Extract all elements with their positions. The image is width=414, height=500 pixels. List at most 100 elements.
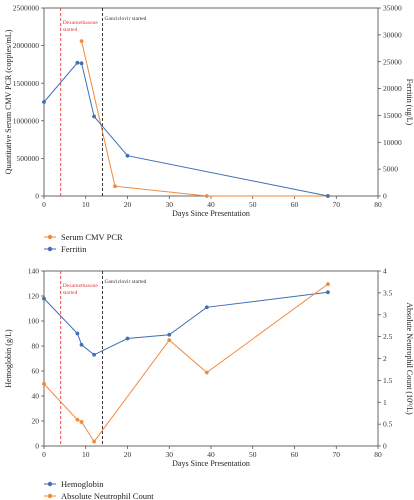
y-right-tick-label: 3.5 — [383, 288, 393, 297]
ferritin-point — [42, 100, 46, 104]
hemoglobin-point — [75, 331, 80, 336]
absolute-neutrophil-count-point — [79, 420, 84, 424]
hemoglobin-point — [167, 332, 172, 337]
absolute-neutrophil-count-point — [92, 439, 96, 444]
x-tick-label: 10 — [82, 450, 90, 459]
legend-swatch-marker — [47, 481, 53, 487]
x-tick-label: 20 — [124, 200, 132, 209]
x-tick-label: 80 — [374, 450, 382, 459]
y-right-tick-label: 0.5 — [383, 420, 393, 429]
hemoglobin-point — [204, 305, 209, 310]
y-right-tick-label: 2.5 — [383, 332, 393, 341]
legend-label: Ferritin — [61, 244, 87, 254]
y-right-axis-label: Ferritin (ug/L) — [405, 79, 414, 126]
legend-label: Serum CMV PCR — [61, 232, 123, 242]
serum-cmv-pcr-point — [79, 39, 84, 43]
y-right-axis-label: Absolute Neutrophil Count (10⁹/L) — [405, 302, 414, 415]
chart-2: 0 10 20 30 40 50 60 70 8002040608010012014000.51… — [4, 267, 414, 500]
y-left-tick-label: 80 — [32, 342, 40, 351]
y-right-tick-label: 2 — [383, 354, 387, 363]
y-right-tick-label: 1.5 — [383, 376, 393, 385]
y-left-tick-label: 1000000 — [13, 116, 40, 125]
hemoglobin-line — [43, 291, 328, 356]
x-tick-label: 60 — [291, 200, 299, 209]
serum-cmv-pcr-point — [113, 184, 117, 189]
hemoglobin-point — [42, 296, 46, 301]
x-tick-label: 60 — [291, 450, 299, 459]
absolute-neutrophil-count-point — [204, 370, 209, 375]
y-right-tick-label: 4 — [383, 267, 387, 276]
legend-swatch-marker — [47, 493, 53, 499]
x-tick-label: 50 — [249, 450, 257, 459]
x-axis-label: Days Since Presentation — [172, 209, 250, 218]
y-left-tick-label: 40 — [32, 392, 40, 401]
y-right-tick-label: 15000 — [383, 111, 402, 120]
legend-swatch-marker — [47, 246, 53, 252]
x-tick-label: 50 — [249, 200, 257, 209]
x-tick-label: 30 — [166, 450, 174, 459]
ferritin-point — [75, 60, 80, 65]
x-tick-label: 0 — [42, 200, 46, 209]
y-left-tick-label: 100 — [28, 317, 40, 326]
y-right-tick-label: 30000 — [383, 30, 402, 39]
y-left-tick-label: 500000 — [17, 154, 40, 163]
y-right-tick-label: 3 — [383, 310, 387, 319]
serum-cmv-pcr-line — [81, 40, 328, 197]
hemoglobin-point — [326, 290, 330, 295]
absolute-neutrophil-count-point — [75, 417, 80, 422]
ganciclovir-annotation: Ganciclovir started — [104, 16, 146, 22]
y-left-tick-label: 140 — [28, 267, 40, 276]
x-tick-label: 70 — [333, 450, 341, 459]
x-tick-label: 20 — [124, 450, 132, 459]
ferritin-point — [125, 153, 130, 158]
legend-swatch-marker — [47, 234, 53, 240]
dexamethasone-annotation: Dexamethasone — [63, 283, 99, 289]
x-tick-label: 40 — [207, 200, 215, 209]
y-left-axis-label: Quantitative Serum CMV PCR (coppies/mL) — [4, 29, 13, 174]
hemoglobin-point — [79, 342, 84, 347]
x-tick-label: 0 — [42, 450, 46, 459]
y-left-axis-label: Hemoglobin (g/L) — [4, 329, 13, 388]
dexamethasone-annotation-line2: started — [63, 27, 78, 33]
ferritin-point — [79, 61, 84, 66]
y-left-tick-label: 2500000 — [13, 4, 40, 13]
y-left-tick-label: 1500000 — [13, 79, 40, 88]
y-right-tick-label: 1 — [383, 398, 387, 407]
y-right-tick-label: 5000 — [383, 165, 398, 174]
x-tick-label: 10 — [82, 200, 90, 209]
x-tick-label: 40 — [207, 450, 215, 459]
x-tick-label: 30 — [166, 200, 174, 209]
y-right-tick-label: 25000 — [383, 57, 402, 66]
dexamethasone-annotation-line2: started — [63, 290, 78, 296]
hemoglobin-point — [92, 352, 96, 357]
x-tick-label: 70 — [333, 200, 341, 209]
y-right-tick-label: 20000 — [383, 84, 402, 93]
legend-label: Absolute Neutrophil Count — [61, 491, 154, 500]
legend-label: Hemoglobin — [61, 479, 104, 489]
hemoglobin-point — [125, 336, 130, 341]
y-right-tick-label: 0 — [383, 192, 387, 201]
ganciclovir-annotation: Ganciclovir started — [104, 279, 146, 285]
x-tick-label: 80 — [374, 200, 382, 209]
y-left-tick-label: 2000000 — [13, 41, 40, 50]
absolute-neutrophil-count-point — [326, 282, 330, 287]
y-left-tick-label: 60 — [32, 367, 40, 376]
y-left-tick-label: 120 — [28, 292, 40, 301]
chart-1: 0 10 20 30 40 50 60 70 8005000001000000150000020… — [4, 4, 414, 254]
ferritin-point — [92, 114, 96, 119]
dexamethasone-annotation: Dexamethasone — [63, 20, 99, 26]
absolute-neutrophil-count-point — [42, 381, 46, 386]
absolute-neutrophil-count-line — [43, 283, 329, 443]
absolute-neutrophil-count-point — [167, 338, 172, 343]
y-left-tick-label: 0 — [35, 442, 39, 451]
x-axis-label: Days Since Presentation — [172, 459, 250, 468]
serum-cmv-pcr-point — [204, 194, 209, 198]
y-left-tick-label: 0 — [35, 192, 39, 201]
ferritin-line — [43, 62, 328, 197]
y-left-tick-label: 20 — [32, 417, 40, 426]
y-right-tick-label: 35000 — [383, 4, 402, 13]
y-right-tick-label: 10000 — [383, 138, 402, 147]
ferritin-point — [326, 194, 330, 198]
plot-frame — [43, 7, 379, 197]
